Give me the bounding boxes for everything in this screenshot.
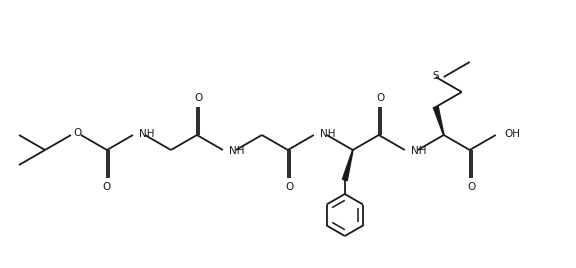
- Text: NH: NH: [139, 129, 154, 139]
- Text: NH: NH: [411, 146, 426, 156]
- Text: O: O: [195, 93, 203, 103]
- Polygon shape: [342, 150, 353, 181]
- Text: O: O: [286, 182, 294, 192]
- Text: NH: NH: [229, 146, 244, 156]
- Text: O: O: [74, 128, 82, 138]
- Text: O: O: [377, 93, 385, 103]
- Text: S: S: [433, 71, 439, 81]
- Polygon shape: [433, 106, 444, 135]
- Text: OH: OH: [505, 129, 521, 139]
- Text: O: O: [103, 182, 111, 192]
- Text: NH: NH: [320, 129, 335, 139]
- Text: O: O: [468, 182, 476, 192]
